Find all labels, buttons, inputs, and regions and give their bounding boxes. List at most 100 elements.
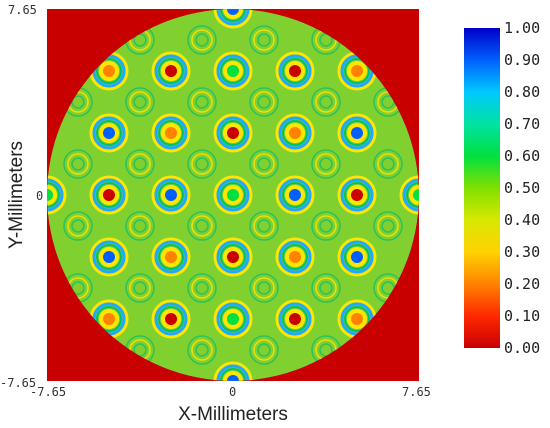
fringe-ring [257, 33, 271, 47]
spot-core [351, 189, 363, 201]
fringe-ring [381, 157, 395, 171]
spot-ring [275, 113, 315, 153]
spot-ring [213, 113, 253, 153]
spot-ring [275, 175, 315, 215]
spot-ring [282, 182, 308, 208]
fringe-ring [319, 219, 333, 233]
spot-ring [337, 175, 377, 215]
spot-core [227, 127, 239, 139]
spot-core [351, 251, 363, 263]
spot-ring [344, 182, 370, 208]
spot-ring [213, 51, 253, 91]
fringe-ring [71, 95, 85, 109]
y-axis: 7.65 0 -7.65 Y-Millimeters [0, 3, 43, 390]
spot-ring [337, 237, 377, 277]
colorbar-tick-label: 0.20 [504, 275, 540, 293]
fringe-ring [381, 95, 395, 109]
spot-core [165, 189, 177, 201]
spot-ring [96, 120, 122, 146]
fringe-ring [257, 281, 271, 295]
fringe-ring [125, 211, 155, 241]
spot-ring [282, 244, 308, 270]
spot-halo [223, 371, 243, 381]
fringe-ring [129, 215, 151, 237]
fringe-ring [253, 215, 275, 237]
fringe-ring [71, 281, 85, 295]
fringe-ring [311, 87, 341, 117]
spot-ring [402, 178, 419, 212]
spot-ring [151, 237, 191, 277]
spot-core [165, 127, 177, 139]
spot-ring [158, 182, 184, 208]
spot-core [351, 127, 363, 139]
x-axis-label: X-Millimeters [178, 404, 288, 425]
fringe-ring [253, 91, 275, 113]
fringe-ring [125, 149, 155, 179]
spot-ring [399, 175, 419, 215]
spot-ring [158, 58, 184, 84]
spot-ring [220, 9, 246, 22]
fringe-ring [129, 153, 151, 175]
fringe-ring [187, 87, 217, 117]
spot-ring [278, 302, 312, 336]
fringe-ring [377, 153, 399, 175]
spot-core [351, 313, 363, 325]
spot-ring [220, 120, 246, 146]
y-axis-label: Y-Millimeters [6, 141, 27, 249]
spot-ring [151, 51, 191, 91]
spot-ring [344, 120, 370, 146]
fringe-ring [67, 215, 89, 237]
spot-ring [154, 302, 188, 336]
fringe-ring [191, 153, 213, 175]
fringe-ring [191, 29, 213, 51]
spot-ring [220, 244, 246, 270]
spot-core [165, 313, 177, 325]
colorbar: 1.00 0.90 0.80 0.70 0.60 0.50 0.40 0.30 0.20 0.10… [464, 19, 540, 357]
fringe-ring [319, 343, 333, 357]
fringe-ring [71, 157, 85, 171]
spot-ring [344, 306, 370, 332]
fringe-ring [191, 91, 213, 113]
spot-ring [216, 9, 250, 26]
spot-ring [89, 113, 129, 153]
spot-ring [154, 240, 188, 274]
spot-ring [344, 58, 370, 84]
spot-core [103, 189, 115, 201]
fringe-ring [195, 157, 209, 171]
fringe-ring [63, 211, 93, 241]
spot-ring [151, 299, 191, 339]
spot-ring [216, 302, 250, 336]
spot-ring [278, 54, 312, 88]
colorbar-tick-label: 0.60 [504, 147, 540, 165]
spot-ring [213, 9, 253, 29]
aperture-field [47, 9, 419, 381]
fringe-ring [125, 273, 155, 303]
spot-ring [278, 240, 312, 274]
fringe-ring [249, 149, 279, 179]
spot-ring [220, 306, 246, 332]
fringe-ring [187, 211, 217, 241]
spot-ring [96, 58, 122, 84]
fringe-ring [133, 157, 147, 171]
spot-halo [409, 185, 419, 205]
x-tick-min: -7.65 [30, 385, 66, 399]
fringe-ring [187, 335, 217, 365]
spot-ring [89, 175, 129, 215]
spot-ring [216, 364, 250, 381]
fringe-ring [133, 95, 147, 109]
spot-core [165, 65, 177, 77]
fringe-ring [373, 149, 403, 179]
spot-ring [275, 51, 315, 91]
spot-ring [47, 175, 67, 215]
spot-core [289, 127, 301, 139]
spot-halo [47, 185, 57, 205]
fringe-ring [311, 149, 341, 179]
spot-ring [340, 178, 374, 212]
fringe-ring [315, 153, 337, 175]
spot-ring [154, 116, 188, 150]
spot-core [103, 65, 115, 77]
fringe-ring [195, 343, 209, 357]
fringe-ring [195, 281, 209, 295]
spot-ring [96, 306, 122, 332]
spot-core [103, 127, 115, 139]
